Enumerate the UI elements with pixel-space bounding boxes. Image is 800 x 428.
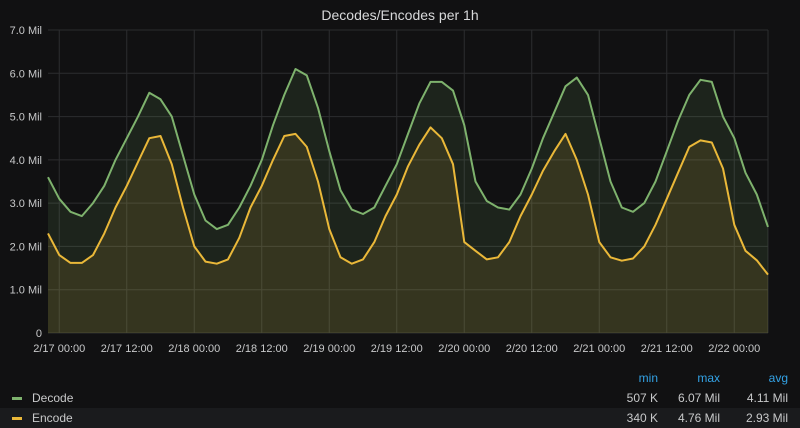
y-tick-label: 6.0 Mil	[10, 68, 42, 80]
series-line-decode	[47, 68, 769, 231]
legend-min-value: 507 K	[626, 391, 658, 405]
series-line-encode	[47, 126, 769, 276]
y-axis: 0 1.0 Mil 2.0 Mil 3.0 Mil 4.0 Mil 5.0 Mil 6.0 …	[10, 25, 42, 340]
y-tick-label: 4.0 Mil	[10, 155, 42, 167]
x-tick-label: 2/18 12:00	[236, 343, 288, 355]
legend-header-max[interactable]: max	[697, 371, 720, 385]
y-tick-label: 3.0 Mil	[10, 198, 42, 210]
legend-avg-value: 2.93 Mil	[745, 411, 788, 425]
series-lines	[47, 68, 769, 276]
y-tick-label: 1.0 Mil	[10, 285, 42, 297]
x-tick-label: 2/21 12:00	[641, 343, 693, 355]
x-tick-label: 2/22 00:00	[708, 343, 760, 355]
y-tick-label: 5.0 Mil	[10, 112, 42, 124]
x-tick-label: 2/20 12:00	[506, 343, 558, 355]
legend-header: min max avg	[0, 368, 800, 388]
legend-min-value: 340 K	[626, 411, 658, 425]
legend-series-name[interactable]: Encode	[32, 411, 73, 425]
legend-max-value: 6.07 Mil	[677, 391, 720, 405]
y-tick-label: 7.0 Mil	[10, 25, 42, 37]
legend-max-value: 4.76 Mil	[677, 411, 720, 425]
x-tick-label: 2/21 00:00	[573, 343, 625, 355]
decode-color-swatch[interactable]	[12, 397, 22, 400]
legend-row-decode[interactable]: Decode 507 K 6.07 Mil 4.11 Mil	[0, 388, 800, 408]
x-tick-label: 2/18 00:00	[168, 343, 220, 355]
x-axis: 2/17 00:00 2/17 12:00 2/18 00:00 2/18 12:00…	[33, 343, 760, 355]
x-tick-label: 2/19 12:00	[371, 343, 423, 355]
panel-title: Decodes/Encodes per 1h	[321, 7, 479, 23]
x-tick-label: 2/17 12:00	[101, 343, 153, 355]
series-area-encode	[48, 127, 768, 334]
x-tick-label: 2/17 00:00	[33, 343, 85, 355]
series-area-decode	[48, 69, 768, 333]
legend-row-encode[interactable]: Encode 340 K 4.76 Mil 2.93 Mil	[0, 408, 800, 428]
y-tick-label: 0	[36, 328, 42, 340]
legend-header-avg[interactable]: avg	[768, 371, 788, 385]
chart-grid	[48, 29, 769, 334]
encode-color-swatch[interactable]	[12, 417, 22, 420]
y-tick-label: 2.0 Mil	[10, 241, 42, 253]
time-series-chart[interactable]: 0 1.0 Mil 2.0 Mil 3.0 Mil 4.0 Mil 5.0 Mil 6.0 …	[0, 0, 800, 360]
legend-avg-value: 4.11 Mil	[746, 391, 788, 405]
legend-table: min max avg Decode 507 K 6.07 Mil 4.11 M…	[0, 368, 800, 428]
legend-series-name[interactable]: Decode	[32, 391, 74, 405]
legend-header-min[interactable]: min	[638, 371, 658, 385]
series-areas	[48, 69, 768, 334]
x-tick-label: 2/20 00:00	[438, 343, 490, 355]
x-tick-label: 2/19 00:00	[303, 343, 355, 355]
